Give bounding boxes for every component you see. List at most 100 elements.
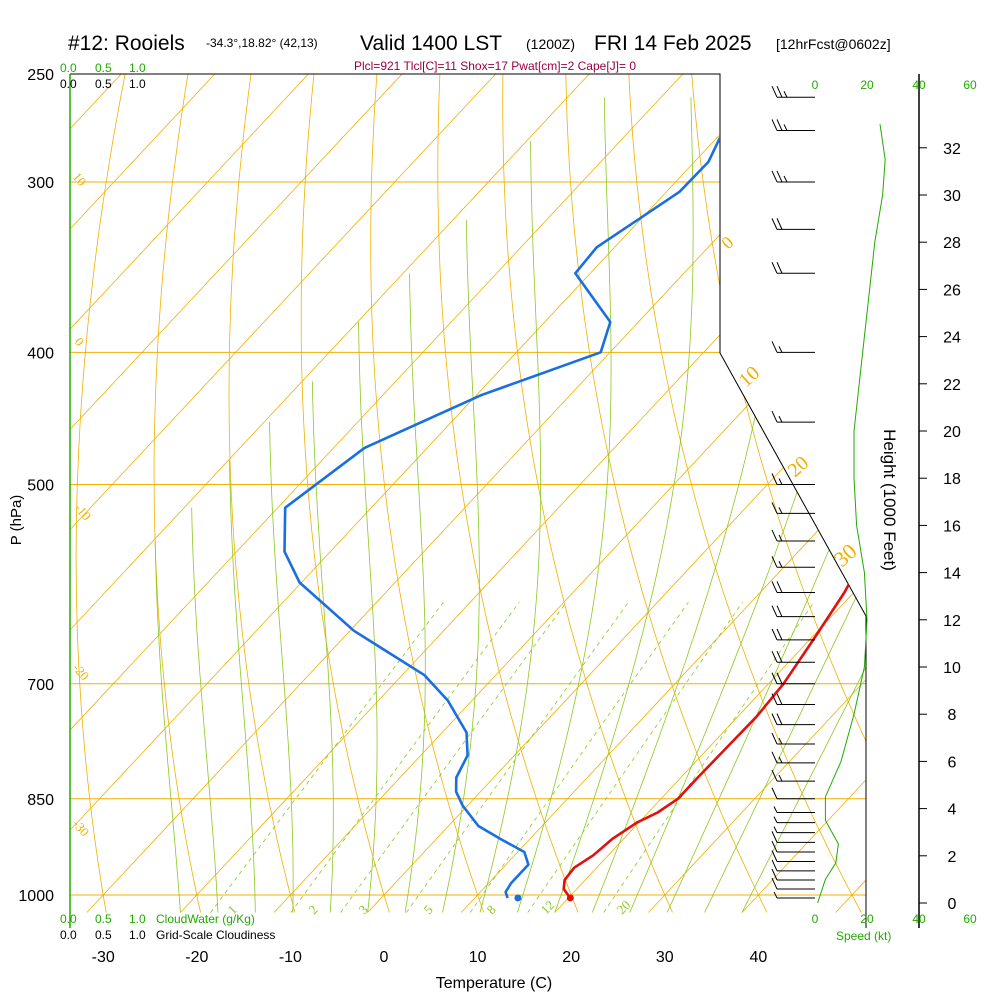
height-tick-label: 2: [948, 849, 957, 866]
mixing-ratio-label: 5: [421, 902, 436, 917]
wind-barb-flag: [776, 262, 783, 274]
cloudiness-top-2: 1.0: [129, 77, 146, 91]
wind-barb-half-flag: [773, 826, 778, 833]
wind-barb-flag: [776, 218, 783, 230]
wind-barb-flag: [771, 840, 778, 853]
wind-barb: [771, 341, 815, 353]
dry-adiabat-line: [437, 74, 579, 913]
wind-barb-half-flag: [773, 891, 778, 899]
dry-adiabat-line: [754, 74, 866, 913]
wind-barb: [771, 672, 815, 685]
wind-barb-layer: [771, 86, 815, 899]
height-tick-label: 0: [948, 896, 957, 913]
speed-top-60: 60: [963, 78, 977, 92]
height-tick-label: 30: [943, 188, 961, 205]
height-axis-title: Height (1000 Feet): [880, 429, 899, 571]
mixing-ratio-label: 12: [538, 897, 558, 917]
wind-barb: [771, 840, 815, 853]
isotherm-line: [741, 74, 866, 913]
dry-adiabat-line: [300, 74, 390, 913]
isotherm-line: [86, 74, 866, 913]
surface-temperature-dot: [566, 894, 574, 902]
dry-adiabat-line: [153, 74, 201, 913]
wind-barb-flag: [771, 769, 778, 782]
surface-dewpoint-dot: [514, 894, 522, 902]
wind-barb-flag: [776, 581, 783, 593]
temperature-axis-title: Temperature (C): [436, 975, 552, 992]
wind-barb-half-flag: [783, 124, 788, 131]
wind-barb-flag: [771, 605, 778, 617]
wind-barb: [773, 806, 815, 814]
wind-barb-flag: [771, 218, 778, 230]
wind-barb-flag: [776, 628, 783, 641]
moist-adiabat-line: [704, 97, 866, 913]
temperature-tick-label: -30: [92, 949, 115, 966]
wind-barb: [771, 218, 815, 230]
height-tick-label: 32: [943, 141, 961, 158]
wind-barb-half-flag: [778, 561, 783, 568]
profile-layer: [283, 107, 866, 899]
wind-barb: [771, 119, 815, 131]
station-coords: -34.3°,18.82° (42,13): [206, 36, 318, 50]
wind-barb-half-flag: [778, 346, 783, 353]
wind-barb-flag: [776, 605, 783, 617]
dry-adiabat-line: [228, 74, 296, 913]
isotherm-line: [70, 74, 496, 913]
wind-barb-flag: [771, 868, 778, 881]
height-tick-label: 24: [943, 330, 961, 347]
dry-adiabat-line: [817, 74, 866, 913]
wind-barb-flag: [771, 877, 778, 890]
wind-barb-flag: [771, 787, 778, 799]
mixing-ratio-line: [210, 602, 444, 913]
wind-barb: [771, 556, 815, 568]
wind-barb-flag: [776, 693, 783, 705]
cloudiness-bottom-0: 0.0: [60, 928, 77, 942]
wind-barb-flag: [776, 170, 783, 183]
isotherm-line: [70, 74, 216, 913]
cloudiness-label: Grid-Scale Cloudiness: [156, 928, 275, 942]
forecast-date: FRI 14 Feb 2025: [594, 32, 752, 55]
dry-adiabat-line: [370, 74, 485, 913]
wind-barb-flag: [776, 119, 783, 131]
height-tick-label: 4: [948, 802, 957, 819]
mixing-ratio-line: [340, 602, 567, 913]
isotherm-line: [70, 74, 777, 913]
wind-barb-half-flag: [778, 415, 783, 423]
wind-barb-flag: [771, 502, 778, 514]
wind-barb-flag: [771, 672, 778, 684]
cloudwater-bottom-0: 0.0: [60, 912, 77, 926]
title-block: #12: Rooiels -34.3°,18.82° (42,13) Valid…: [68, 32, 891, 73]
mixing-ratio-line: [469, 602, 689, 913]
temperature-tick-label: 30: [656, 949, 674, 966]
wind-barb: [771, 605, 815, 618]
wind-barb-flag: [771, 859, 778, 872]
utc-time: (1200Z): [526, 36, 575, 52]
isotherm-line: [70, 74, 684, 913]
dry-adiabat-line: [502, 74, 673, 913]
cloudwater-top-0: 0.0: [60, 61, 77, 75]
speed-bottom-40: 40: [912, 912, 926, 926]
temperature-profile-line: [562, 108, 866, 899]
wind-barb: [771, 877, 815, 890]
stability-indices: Plcl=921 Tlcl[C]=11 Shox=17 Pwat[cm]=2 C…: [354, 59, 636, 73]
height-tick-label: 10: [943, 660, 961, 677]
wind-barb-flag: [771, 751, 778, 764]
moist-adiabat-line: [554, 97, 694, 913]
wind-barb-flag: [771, 410, 778, 423]
dry-adiabat-line: [628, 74, 862, 913]
wind-barb: [771, 769, 815, 782]
cloudiness-bottom-2: 1.0: [129, 928, 146, 942]
temperature-tick-label: 40: [750, 949, 768, 966]
speed-scale: 0 20 40 60 0 20 40 60 Speed (kt): [812, 78, 977, 943]
wind-barb-flag: [771, 529, 778, 542]
pressure-axis-title: P (hPa): [8, 495, 25, 546]
isotherm-line: [273, 74, 866, 913]
mixing-ratio-line: [603, 602, 815, 913]
wind-barb-flag: [771, 693, 778, 705]
wind-barb: [773, 891, 815, 899]
moist-adiabat-line: [591, 97, 791, 913]
wind-barb-flag: [776, 651, 783, 663]
isotherm-line: [70, 74, 309, 913]
valid-time: Valid 1400 LST: [360, 32, 502, 55]
